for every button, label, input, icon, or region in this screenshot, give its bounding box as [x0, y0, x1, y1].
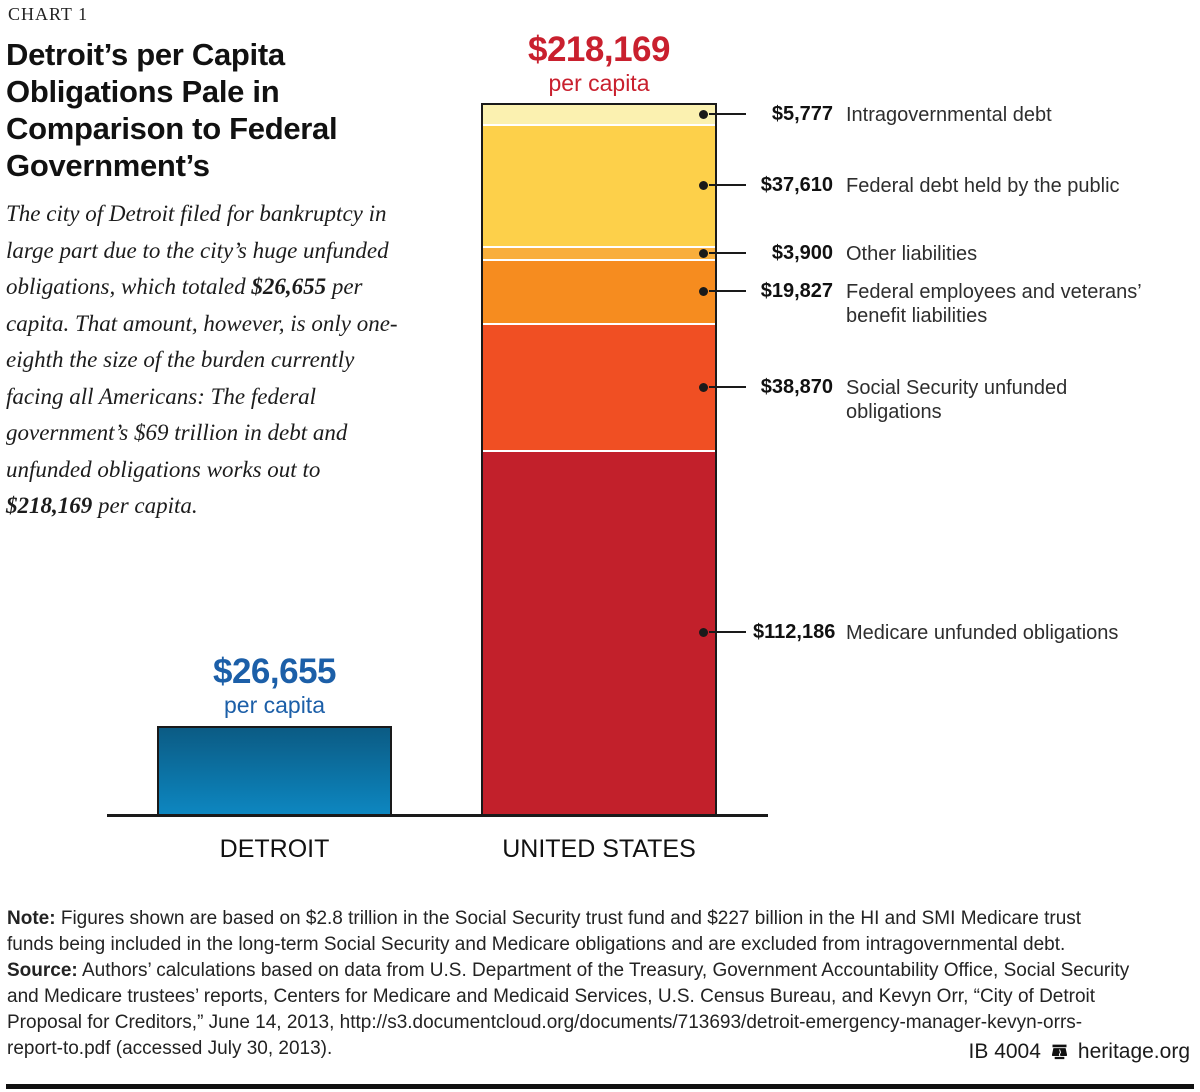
callout-line — [709, 385, 746, 388]
description-text: per capita. That amount, however, is onl… — [6, 274, 398, 482]
us-total-amount: $218,169 — [528, 30, 670, 69]
source-label: Source: — [7, 960, 78, 981]
callout-dot-icon — [699, 382, 708, 392]
us-stacked-bar — [481, 103, 717, 815]
segment-value: $37,610 — [760, 173, 833, 196]
footer: IB 4004 heritage.org — [969, 1040, 1190, 1064]
us-bar-segment — [483, 323, 715, 450]
callout-dot-icon — [699, 110, 708, 120]
chart-area: $218,169 per capita $26,655 per capita D… — [107, 30, 1156, 863]
note-label: Note: — [7, 908, 56, 929]
callout-line — [709, 183, 746, 186]
us-bar-segment — [483, 449, 715, 815]
site-link: heritage.org — [1077, 1040, 1190, 1063]
us-bar-segment — [483, 123, 715, 247]
us-bar-segment — [483, 246, 715, 259]
description-detroit-amount: $26,655 — [251, 274, 327, 299]
callout-line — [709, 251, 746, 254]
description-text: The city of Detroit filed for bankruptcy… — [6, 201, 389, 299]
x-axis-label-detroit: DETROIT — [219, 835, 330, 863]
segment-label: Other liabilities — [846, 242, 978, 265]
description-us-amount: $218,169 — [6, 493, 93, 518]
heritage-bell-icon — [1051, 1044, 1067, 1059]
source-line: Source: Authors’ calculations based on d… — [7, 958, 1131, 1062]
segment-value: $112,186 — [753, 621, 836, 644]
segment-value: $3,900 — [771, 241, 833, 264]
segment-callout: $3,900 Other liabilities — [699, 242, 1156, 266]
report-id: IB 4004 — [968, 1040, 1041, 1063]
footnotes: Note: Figures shown are based on $2.8 tr… — [7, 906, 1131, 1062]
segment-callout: $38,870 Social Security unfunded obligati… — [699, 376, 1156, 424]
segment-value: $38,870 — [760, 375, 833, 398]
us-total-label: $218,169 per capita — [481, 30, 717, 97]
us-bar-segment — [483, 258, 715, 324]
note-line: Note: Figures shown are based on $2.8 tr… — [7, 906, 1131, 958]
us-total-sublabel: per capita — [548, 70, 650, 96]
callout-dot-icon — [699, 180, 708, 190]
detroit-bar — [157, 726, 392, 815]
callout-line — [709, 290, 746, 293]
x-axis-label-united-states: UNITED STATES — [502, 835, 696, 863]
detroit-total-sublabel: per capita — [223, 692, 325, 718]
callout-dot-icon — [699, 248, 708, 258]
segment-label: Intragovernmental debt — [846, 104, 1052, 127]
segment-label: Social Security unfunded obligations — [846, 376, 1068, 423]
note-text: Figures shown are based on $2.8 trillion… — [7, 908, 1082, 955]
segment-callout: $5,777 Intragovernmental debt — [699, 103, 1156, 127]
segment-callout: $19,827 Federal employees and veterans’ b… — [699, 280, 1156, 328]
chart-title: Detroit’s per Capita Obligations Pale in… — [6, 37, 338, 183]
callout-line — [709, 113, 746, 116]
segment-label: Medicare unfunded obligations — [846, 622, 1119, 645]
us-bar-segment — [483, 105, 715, 124]
x-axis-baseline — [107, 814, 768, 817]
source-text: Authors’ calculations based on data from… — [7, 960, 1130, 1059]
description-text: per capita. — [92, 493, 198, 518]
segment-value: $5,777 — [771, 103, 833, 126]
callout-dot-icon — [699, 628, 708, 638]
bottom-rule — [6, 1084, 1194, 1089]
chart-kicker: CHART 1 — [8, 4, 89, 24]
chart-description: The city of Detroit filed for bankruptcy… — [6, 196, 408, 525]
segment-label: Federal employees and veterans’ benefit … — [846, 281, 1141, 328]
segment-label: Federal debt held by the public — [846, 174, 1120, 197]
callout-line — [709, 631, 746, 634]
segment-value: $19,827 — [760, 280, 833, 303]
detroit-total-amount: $26,655 — [212, 652, 337, 691]
detroit-total-label: $26,655 per capita — [157, 652, 392, 719]
segment-callout: $37,610 Federal debt held by the public — [699, 174, 1156, 198]
segment-callout: $112,186 Medicare unfunded obligations — [699, 621, 1156, 645]
callout-dot-icon — [699, 287, 708, 297]
